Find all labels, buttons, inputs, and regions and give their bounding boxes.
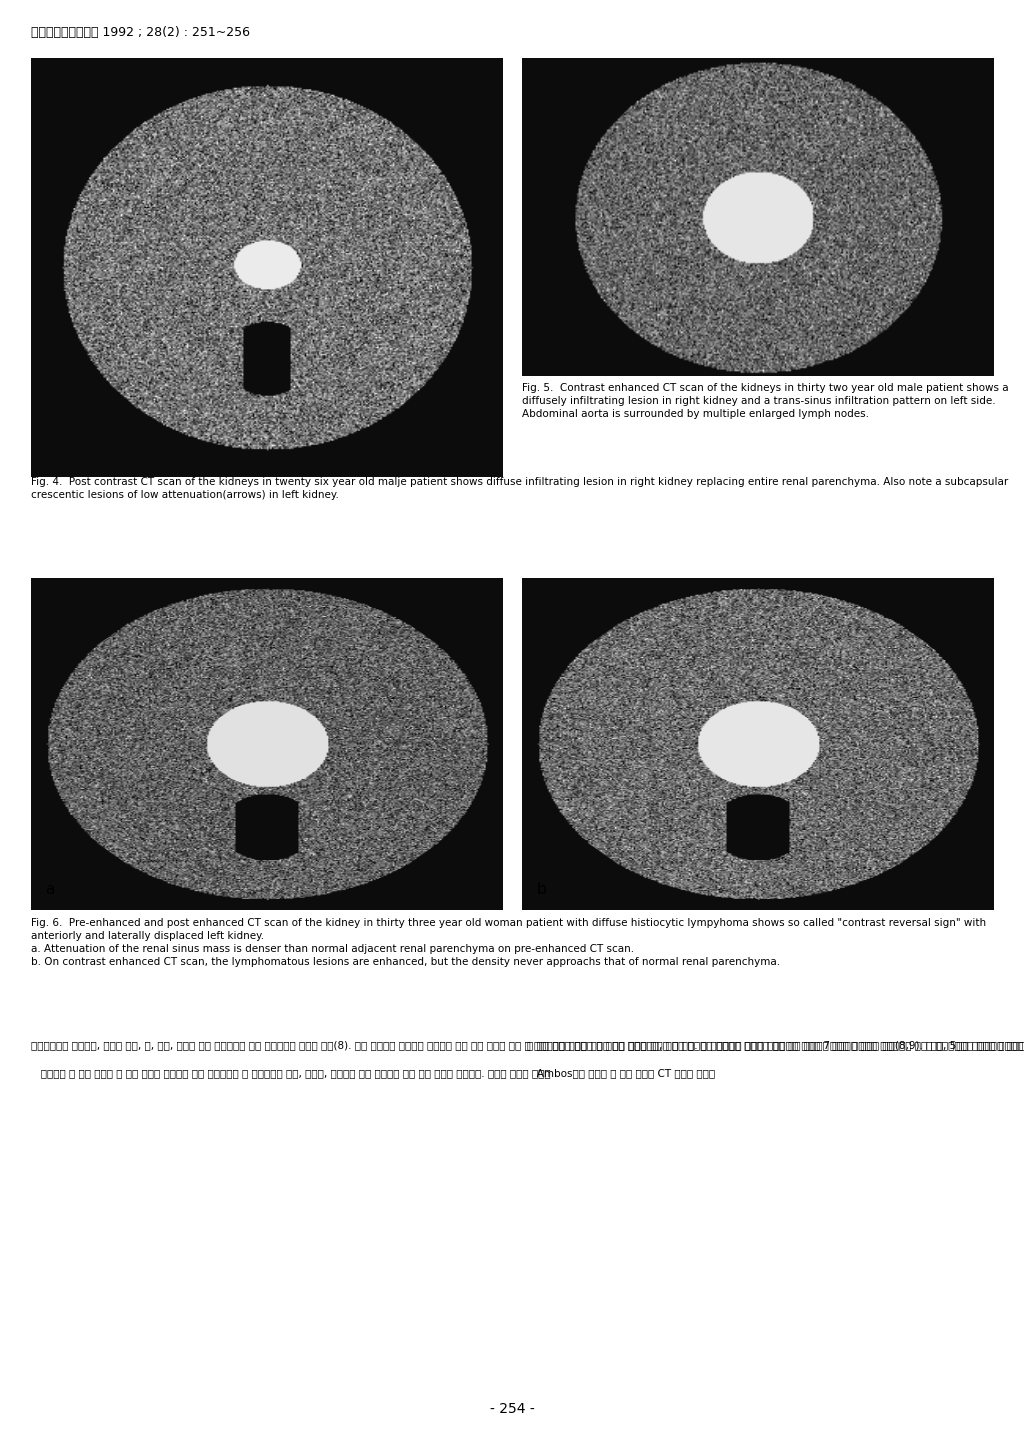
Text: - 254 -: - 254 - (489, 1402, 535, 1416)
Text: 신장내에서의 증식양상, 병변의 크기, 수, 분포, 그리고 병의 진행정도에 따라 다른것으로 알려져 왔다(8). 또한 비호지킨 임파종의 조직형에 따: 신장내에서의 증식양상, 병변의 크기, 수, 분포, 그리고 병의 진행정도에… (31, 1040, 1024, 1078)
Text: Fig. 6.  Pre-enhanced and post enhanced CT scan of the kidney in thirty three ye: Fig. 6. Pre-enhanced and post enhanced C… (31, 918, 986, 967)
Text: Fig. 5.  Contrast enhanced CT scan of the kidneys in thirty two year old male pa: Fig. 5. Contrast enhanced CT scan of the… (522, 383, 1009, 419)
Text: a: a (45, 881, 54, 897)
Text: b: b (537, 881, 546, 897)
Text: 대한방사선의학회지 1992 ; 28(2) : 251~256: 대한방사선의학회지 1992 ; 28(2) : 251~256 (31, 26, 250, 39)
Text: Fig. 4.  Post contrast CT scan of the kidneys in twenty six year old malje patie: Fig. 4. Post contrast CT scan of the kid… (31, 477, 1008, 500)
Text: 인 성장 방식에 의해서 그 경계는 불규칙하며, 종양의 피막이나 가피막은 관찰되지 않는 것이 전형적인 소견으로 알려져 왔다(8,9). 신 실질내에: 인 성장 방식에 의해서 그 경계는 불규칙하며, 종양의 피막이나 가피막은 … (527, 1040, 1024, 1078)
